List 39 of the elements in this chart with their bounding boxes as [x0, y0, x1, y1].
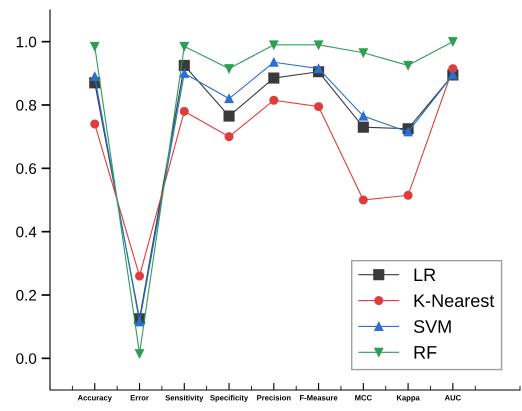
y-tick-label: 0.4	[16, 226, 36, 238]
legend-label: SVM	[414, 320, 451, 333]
y-tick-label: 0.0	[16, 353, 36, 364]
point	[269, 58, 278, 67]
point	[314, 102, 324, 112]
point	[224, 132, 234, 142]
y-tick-label: 0.2	[16, 290, 36, 301]
point	[180, 68, 189, 78]
point	[404, 60, 413, 70]
y-tick-label: 1.0	[16, 36, 36, 48]
y-tick-label: 0.8	[16, 100, 36, 111]
point	[448, 64, 458, 74]
point	[404, 127, 413, 136]
point	[269, 96, 278, 105]
point	[135, 349, 144, 358]
point	[268, 72, 280, 84]
point	[269, 40, 278, 50]
point	[224, 94, 234, 104]
point	[90, 72, 100, 82]
point	[90, 119, 100, 129]
point	[358, 122, 369, 133]
y-tick-label: 0.6	[16, 163, 36, 174]
legend-label: RF	[414, 346, 436, 359]
point	[358, 112, 368, 121]
point	[358, 48, 368, 58]
point	[224, 64, 234, 74]
point	[135, 317, 144, 326]
point	[135, 271, 144, 281]
point	[90, 42, 100, 51]
legend-label: K-Nearest	[414, 294, 494, 308]
point	[180, 42, 189, 51]
point	[180, 106, 189, 116]
legend-label: LR	[414, 268, 436, 282]
point	[223, 110, 235, 122]
point	[404, 190, 413, 200]
point	[314, 40, 324, 50]
point	[448, 37, 458, 46]
point	[358, 195, 368, 205]
point	[314, 64, 324, 74]
